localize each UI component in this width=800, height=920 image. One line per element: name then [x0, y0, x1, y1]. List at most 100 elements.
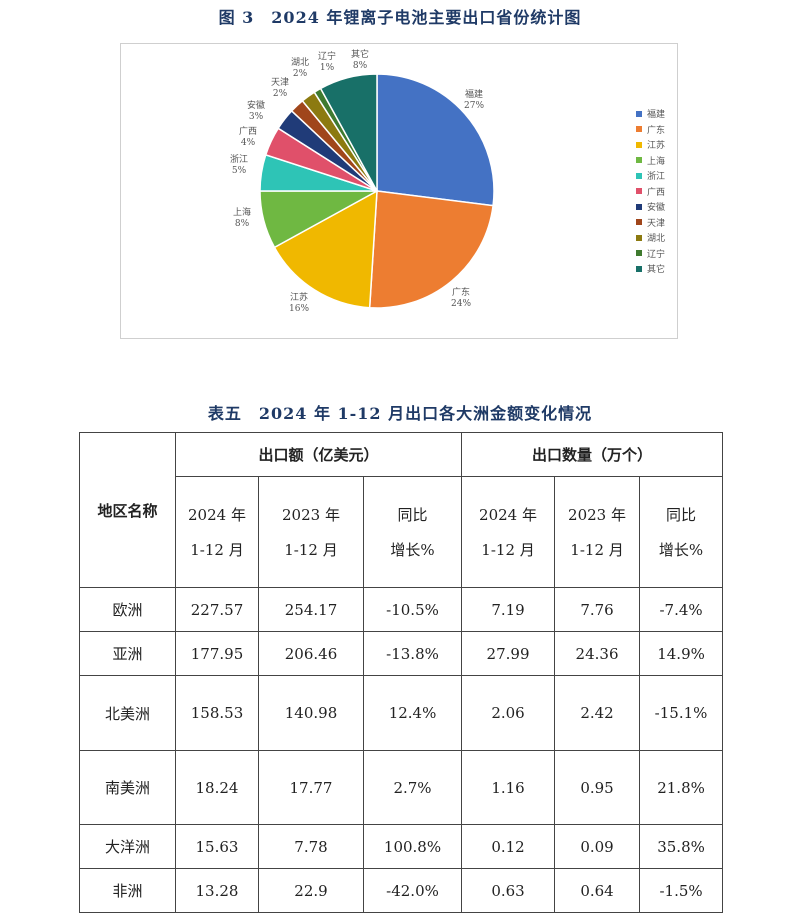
col-header-value-yoy: 同比 增长% — [362, 476, 463, 588]
pie-slice — [376, 73, 495, 207]
legend-item: 广西 — [636, 184, 665, 200]
legend-swatch-icon — [636, 234, 642, 241]
legend-item: 其它 — [636, 261, 665, 277]
qty-2023-cell: 0.64 — [554, 868, 641, 913]
value-2023-cell: 22.9 — [258, 868, 364, 913]
table-row: 非洲 13.28 22.9 -42.0% 0.63 0.64 -1.5% — [79, 868, 724, 913]
pie-label-fujian: 福建 27% — [464, 90, 485, 111]
pie-slice — [319, 73, 378, 192]
pie-slice — [273, 189, 378, 309]
qty-2023-cell: 0.09 — [554, 824, 641, 869]
legend-item: 湖北 — [636, 230, 665, 246]
legend-item: 辽宁 — [636, 246, 665, 262]
legend-item: 浙江 — [636, 168, 665, 184]
qty-yoy-cell: 35.8% — [639, 824, 724, 869]
region-cell: 南美洲 — [79, 750, 176, 825]
col-header-qty-2023: 2023 年 1-12 月 — [554, 476, 641, 588]
qty-2024-cell: 27.99 — [461, 631, 556, 676]
region-cell: 北美洲 — [79, 675, 176, 751]
pie-label-liaoning: 辽宁 1% — [318, 52, 337, 73]
legend-item: 安徽 — [636, 199, 665, 215]
pie-label-zhejiang: 浙江 5% — [230, 155, 249, 176]
value-2024-cell: 18.24 — [175, 750, 259, 825]
legend-swatch-icon — [636, 172, 642, 179]
col-header-value-2024: 2024 年 1-12 月 — [175, 476, 259, 588]
value-2023-cell: 140.98 — [258, 675, 364, 751]
pie-label-anhui: 安徽 3% — [247, 101, 266, 122]
qty-yoy-cell: -7.4% — [639, 587, 724, 632]
legend-swatch-icon — [636, 203, 642, 210]
qty-yoy-cell: 14.9% — [639, 631, 724, 676]
value-2023-cell: 206.46 — [258, 631, 364, 676]
value-yoy-cell: -10.5% — [362, 587, 463, 632]
qty-yoy-cell: -1.5% — [639, 868, 724, 913]
pie-label-other: 其它 8% — [351, 50, 370, 71]
export-by-continent-table: 地区名称 出口额（亿美元） 出口数量（万个） 2024 年 1-12 月 2023… — [79, 432, 724, 913]
export-value-group-header: 出口额（亿美元） — [174, 432, 463, 477]
qty-2023-cell: 24.36 — [554, 631, 641, 676]
legend-swatch-icon — [636, 126, 642, 133]
qty-2023-cell: 0.95 — [554, 750, 641, 825]
qty-2023-cell: 7.76 — [554, 587, 641, 632]
table-row: 大洋洲 15.63 7.78 100.8% 0.12 0.09 35.8% — [79, 824, 724, 869]
value-2024-cell: 158.53 — [175, 675, 259, 751]
region-cell: 亚洲 — [79, 631, 176, 676]
table-title: 表五 2024 年 1-12 月出口各大洲金额变化情况 — [207, 404, 593, 423]
value-yoy-cell: -42.0% — [362, 868, 463, 913]
pie-plot-area — [259, 73, 495, 309]
value-yoy-cell: 100.8% — [362, 824, 463, 869]
col-header-qty-yoy: 同比 增长% — [639, 476, 724, 588]
value-2024-cell: 13.28 — [175, 868, 259, 913]
legend-swatch-icon — [636, 157, 642, 164]
legend-item: 广东 — [636, 122, 665, 138]
legend-item: 江苏 — [636, 137, 665, 153]
export-quantity-group-header: 出口数量（万个） — [461, 432, 724, 477]
value-2023-cell: 254.17 — [258, 587, 364, 632]
col-header-value-2023: 2023 年 1-12 月 — [258, 476, 364, 588]
legend-item: 天津 — [636, 215, 665, 231]
pie-chart: 福建 27% 广东 24% 江苏 16% 上海 8% 浙江 5% 广西 4% 安徽 3% 天津… — [120, 43, 678, 339]
legend-swatch-icon — [636, 110, 642, 117]
legend-swatch-icon — [636, 188, 642, 195]
pie-label-guangdong: 广东 24% — [451, 288, 472, 309]
value-2024-cell: 15.63 — [175, 824, 259, 869]
legend-swatch-icon — [636, 219, 642, 226]
chart-legend: 福建 广东 江苏 上海 浙江 广西 安徽 天津 湖北 辽宁 其它 — [636, 106, 665, 277]
qty-2024-cell: 2.06 — [461, 675, 556, 751]
qty-yoy-cell: -15.1% — [639, 675, 724, 751]
value-2023-cell: 7.78 — [258, 824, 364, 869]
table-row: 南美洲 18.24 17.77 2.7% 1.16 0.95 21.8% — [79, 750, 724, 825]
table-row: 亚洲 177.95 206.46 -13.8% 27.99 24.36 14.9… — [79, 631, 724, 676]
value-2024-cell: 227.57 — [175, 587, 259, 632]
legend-item: 福建 — [636, 106, 665, 122]
region-header: 地区名称 — [79, 432, 176, 588]
qty-2024-cell: 0.63 — [461, 868, 556, 913]
pie-label-jiangsu: 江苏 16% — [289, 293, 310, 314]
region-cell: 欧洲 — [79, 587, 176, 632]
value-yoy-cell: -13.8% — [362, 631, 463, 676]
table-row: 欧洲 227.57 254.17 -10.5% 7.19 7.76 -7.4% — [79, 587, 724, 632]
qty-2024-cell: 1.16 — [461, 750, 556, 825]
value-yoy-cell: 12.4% — [362, 675, 463, 751]
pie-label-guangxi: 广西 4% — [239, 127, 258, 148]
pie-label-shanghai: 上海 8% — [233, 208, 252, 229]
region-cell: 大洋洲 — [79, 824, 176, 869]
qty-yoy-cell: 21.8% — [639, 750, 724, 825]
qty-2024-cell: 7.19 — [461, 587, 556, 632]
table-row: 北美洲 158.53 140.98 12.4% 2.06 2.42 -15.1% — [79, 675, 724, 751]
legend-item: 上海 — [636, 153, 665, 169]
pie-label-hubei: 湖北 2% — [291, 58, 310, 79]
value-2024-cell: 177.95 — [175, 631, 259, 676]
qty-2024-cell: 0.12 — [461, 824, 556, 869]
legend-swatch-icon — [636, 250, 642, 257]
pie-slice — [368, 190, 494, 309]
figure-title: 图 3 2024 年锂离子电池主要出口省份统计图 — [218, 8, 582, 27]
pie-label-tianjin: 天津 2% — [271, 78, 290, 99]
qty-2023-cell: 2.42 — [554, 675, 641, 751]
value-2023-cell: 17.77 — [258, 750, 364, 825]
value-yoy-cell: 2.7% — [362, 750, 463, 825]
legend-swatch-icon — [636, 141, 642, 148]
col-header-qty-2024: 2024 年 1-12 月 — [461, 476, 556, 588]
region-cell: 非洲 — [79, 868, 176, 913]
legend-swatch-icon — [636, 265, 642, 272]
